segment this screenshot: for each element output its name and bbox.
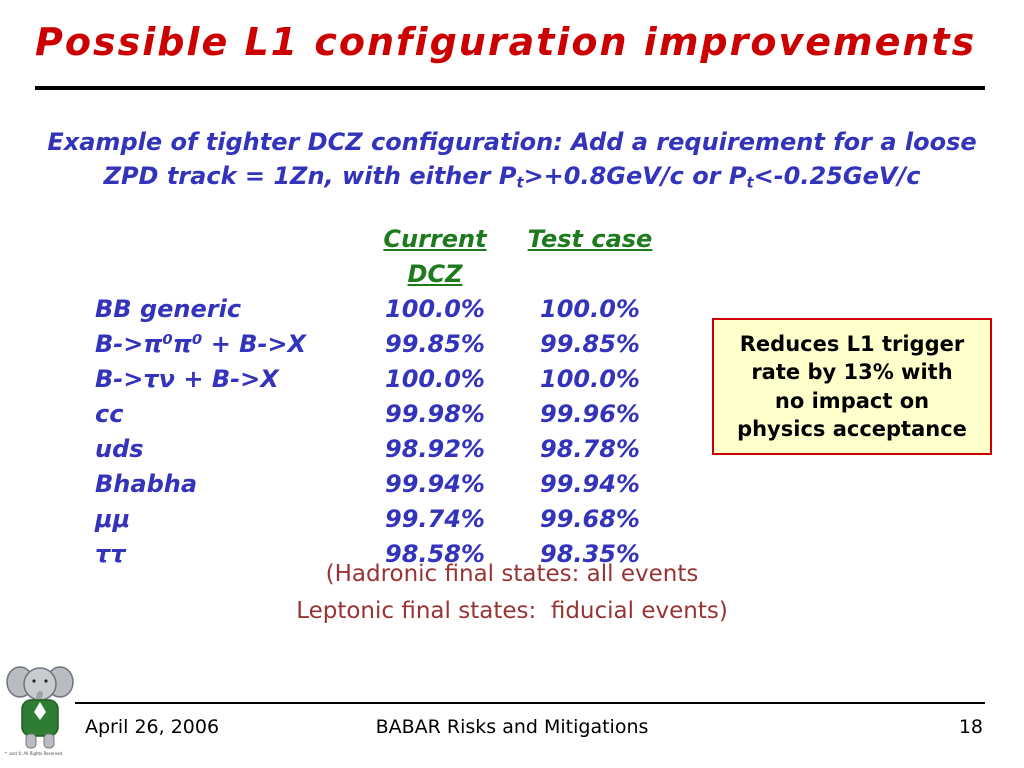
note-line: Reduces L1 trigger xyxy=(739,332,965,356)
subscript-t: t xyxy=(746,173,754,192)
row-label: BB generic xyxy=(95,295,242,323)
table-row: B->π⁰π⁰ + B->X 99.85% 99.85% xyxy=(95,327,665,362)
row-test-value: 99.85% xyxy=(540,330,640,358)
row-test-value: 99.68% xyxy=(540,505,640,533)
subtitle-line1: Example of tighter DCZ configuration: Ad… xyxy=(47,128,977,156)
babar-elephant-logo xyxy=(6,666,74,749)
row-current-value: 100.0% xyxy=(385,365,485,393)
footnote: (Hadronic final states: all events Lepto… xyxy=(0,556,1024,630)
subtitle-text-part: ZPD track = 1Zn, with either P xyxy=(103,161,517,190)
row-label: cc xyxy=(95,400,124,428)
table-row: ττ 98.58% 98.35% xyxy=(95,537,665,572)
subtitle-text-part: <-0.25GeV/c xyxy=(753,161,921,190)
row-label: B->τν + B->X xyxy=(95,365,279,393)
table-row: BB generic 100.0% 100.0% xyxy=(95,292,665,327)
note-line: rate by 13% with xyxy=(751,360,953,385)
row-current-value: 99.94% xyxy=(385,470,485,498)
row-current-value: 100.0% xyxy=(385,295,485,323)
row-test-value: 100.0% xyxy=(540,295,640,323)
row-label: B->π⁰π⁰ + B->X xyxy=(95,330,307,358)
row-current-value: 99.98% xyxy=(385,400,485,428)
subtitle-text-part: >+0.8GeV/c or P xyxy=(523,161,747,190)
subscript-t: t xyxy=(516,173,524,192)
row-label: Bhabha xyxy=(95,470,198,498)
row-label: μμ xyxy=(95,505,131,533)
row-test-value: 98.35% xyxy=(540,540,640,568)
footer: April 26, 2006 18 xyxy=(85,716,983,738)
row-current-value: 99.74% xyxy=(385,505,485,533)
row-test-value: 99.94% xyxy=(540,470,640,498)
table-header-row: Current DCZ Test case xyxy=(95,222,665,292)
table-row: Bhabha 99.94% 99.94% xyxy=(95,467,665,502)
table-row: B->τν + B->X 100.0% 100.0% xyxy=(95,362,665,397)
title-underline xyxy=(35,86,985,90)
column-header-test-case: Test case xyxy=(527,225,653,253)
results-table: Current DCZ Test case BB generic 100.0% … xyxy=(95,222,665,572)
row-test-value: 100.0% xyxy=(540,365,640,393)
note-line: no impact on xyxy=(774,388,930,413)
note-box: Reduces L1 trigger rate by 13% with no i… xyxy=(712,318,992,456)
table-row: uds 98.92% 98.78% xyxy=(95,432,665,467)
footer-page-number: 18 xyxy=(958,716,983,738)
table-row: cc 99.98% 99.96% xyxy=(95,397,665,432)
row-test-value: 98.78% xyxy=(540,435,640,463)
subtitle-line2: ZPD track = 1Zn, with either Pt>+0.8GeV/… xyxy=(40,160,984,194)
subtitle: Example of tighter DCZ configuration: Ad… xyxy=(40,126,984,193)
header-spacer xyxy=(95,222,355,292)
footnote-line1: (Hadronic final states: all events xyxy=(325,561,699,587)
row-current-value: 98.92% xyxy=(385,435,485,463)
footer-date: April 26, 2006 xyxy=(85,716,220,738)
row-test-value: 99.96% xyxy=(540,400,640,428)
logo-copyright-caption: ™ and © All Rights Reserved. xyxy=(4,751,64,756)
row-current-value: 98.58% xyxy=(385,540,485,568)
footer-divider xyxy=(75,702,985,704)
column-header-current-dcz: Current DCZ xyxy=(383,225,487,288)
row-current-value: 99.85% xyxy=(385,330,485,358)
row-label: uds xyxy=(95,435,144,463)
footer-presentation-title: BABAR Risks and Mitigations xyxy=(375,716,649,738)
page-title: Possible L1 configuration improvements xyxy=(35,20,977,64)
note-line: physics acceptance xyxy=(737,417,967,442)
footnote-line2: Leptonic final states: fiducial events) xyxy=(296,597,728,624)
row-label: ττ xyxy=(95,540,126,568)
table-row: μμ 99.74% 99.68% xyxy=(95,502,665,537)
